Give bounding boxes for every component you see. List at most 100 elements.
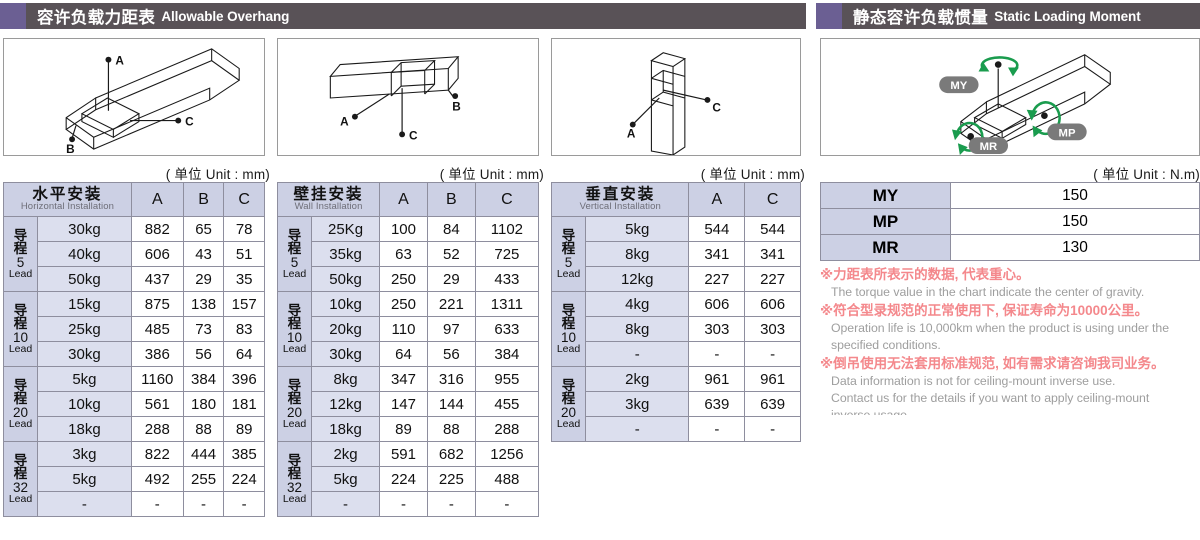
load-cell: 35kg [310, 241, 381, 267]
value-cell: 544 [688, 216, 746, 242]
table-row: 50kg 250 29 433 [278, 266, 540, 292]
value-cell: 88 [182, 416, 225, 442]
lead-group-cell: 导程 5 Lead [3, 216, 38, 292]
note-text-en: Data information is not for ceiling-moun… [831, 374, 1116, 389]
lead-label-cn2: 程 [13, 316, 28, 331]
value-cell: 961 [688, 366, 746, 392]
diagram-label-c: C [409, 129, 418, 142]
value-cell: 181 [223, 391, 265, 417]
load-cell: - [310, 491, 381, 517]
wall-actuator-drawing: A B C [329, 56, 461, 142]
load-cell: 5kg [37, 466, 132, 492]
table-title-en: Vertical Installation [579, 201, 661, 213]
table-row: ---- [4, 491, 265, 517]
lead-label-en: Lead [556, 418, 581, 430]
lead-label-en: Lead [8, 268, 33, 280]
table-title-cell: 水平安装 Horizontal Installation [3, 182, 132, 217]
load-cell: 18kg [310, 416, 381, 442]
unit-caption-mm: ( 单位 Unit : mm) [700, 167, 805, 182]
diagram-label-c: C [712, 102, 721, 115]
lead-number: 20 [560, 404, 577, 420]
load-cell: 5kg [584, 216, 690, 242]
value-cell: 606 [130, 241, 184, 267]
value-cell: 1256 [474, 441, 540, 467]
moment-label-mr: MR [980, 141, 998, 153]
table-row: --- [552, 341, 801, 367]
value-cell: 433 [474, 266, 540, 292]
value-cell: 35 [223, 266, 265, 292]
load-cell: 25Kg [310, 216, 381, 242]
value-cell: 29 [182, 266, 225, 292]
lead-label-cn: 导 [287, 377, 302, 393]
table-row: 8kg 303 303 [552, 316, 801, 342]
note-text-en: The torque value in the chart indicate t… [831, 285, 1145, 300]
value-cell: 303 [744, 316, 801, 342]
lead-group-cell: 导程 20 Lead [3, 366, 38, 442]
column-header-b: B [182, 182, 225, 217]
value-cell: - [688, 341, 746, 367]
moment-label-cell: MY [820, 182, 951, 209]
value-cell: 147 [379, 391, 428, 417]
load-cell: 25kg [37, 316, 132, 342]
value-cell: 385 [223, 441, 265, 467]
lead-label-cn: 导 [13, 227, 28, 243]
column-header-a: A [379, 182, 428, 217]
value-cell: 682 [426, 441, 476, 467]
value-cell: 73 [182, 316, 225, 342]
value-cell: - [130, 491, 184, 517]
value-cell: - [474, 491, 540, 517]
value-cell: 316 [426, 366, 476, 392]
load-cell: 2kg [310, 441, 381, 467]
value-cell: 488 [474, 466, 540, 492]
lead-label-en: Lead [8, 343, 33, 355]
value-cell: 639 [744, 391, 801, 417]
table-row: 30kg 386 56 64 [4, 341, 265, 367]
moment-label-mp: MP [1059, 127, 1076, 139]
load-cell: 8kg [584, 316, 690, 342]
value-cell: 56 [426, 341, 476, 367]
value-cell: 29 [426, 266, 476, 292]
value-cell: 633 [474, 316, 540, 342]
value-cell: 822 [130, 441, 184, 467]
value-cell: 1102 [474, 216, 540, 242]
table-row: --- [552, 416, 801, 442]
load-cell: 8kg [584, 241, 690, 267]
moment-label-my: MY [950, 80, 967, 92]
moment-actuator-drawing: MY MP MR [939, 54, 1112, 155]
value-cell: 250 [379, 291, 428, 317]
section-title-cn: 容许负载力距表 [37, 9, 156, 27]
table-row: 5kg 224 225 488 [278, 466, 540, 492]
lead-label-cn2: 程 [287, 316, 302, 331]
load-cell: 20kg [310, 316, 381, 342]
table-title-en: Horizontal Installation [20, 201, 114, 213]
lead-number: 10 [286, 329, 303, 345]
value-cell: 64 [379, 341, 428, 367]
value-cell: 639 [688, 391, 746, 417]
table-row: 导程 32 Lead 2kg 591 682 1256 [277, 441, 540, 517]
value-cell: 110 [379, 316, 428, 342]
value-cell: 384 [474, 341, 540, 367]
lead-label-cn: 导 [287, 302, 302, 318]
table-row: 导程 10 Lead 4kg 606 606 [551, 291, 801, 367]
value-cell: 51 [223, 241, 265, 267]
load-cell: 30kg [310, 341, 381, 367]
lead-label-cn: 导 [287, 227, 302, 243]
lead-label-cn: 导 [561, 302, 576, 318]
table-row: ---- [278, 491, 540, 517]
vertical-actuator-drawing: A C [627, 52, 721, 155]
table-row: 12kg 227 227 [552, 266, 801, 292]
value-cell: - [182, 491, 225, 517]
load-cell: 12kg [584, 266, 690, 292]
header-accent-block [816, 3, 842, 29]
value-cell: 43 [182, 241, 225, 267]
diagram-label-a: A [115, 55, 124, 68]
table-title-cell: 垂直安装 Vertical Installation [550, 182, 690, 217]
load-cell: - [37, 491, 132, 517]
load-cell: 3kg [584, 391, 690, 417]
value-cell: 725 [474, 241, 540, 267]
diagram-vertical-installation: A C [551, 38, 801, 156]
value-cell: 64 [223, 341, 265, 367]
lead-number: 5 [564, 254, 573, 270]
value-cell: 221 [426, 291, 476, 317]
table-row: 5kg 492 255 224 [4, 466, 265, 492]
